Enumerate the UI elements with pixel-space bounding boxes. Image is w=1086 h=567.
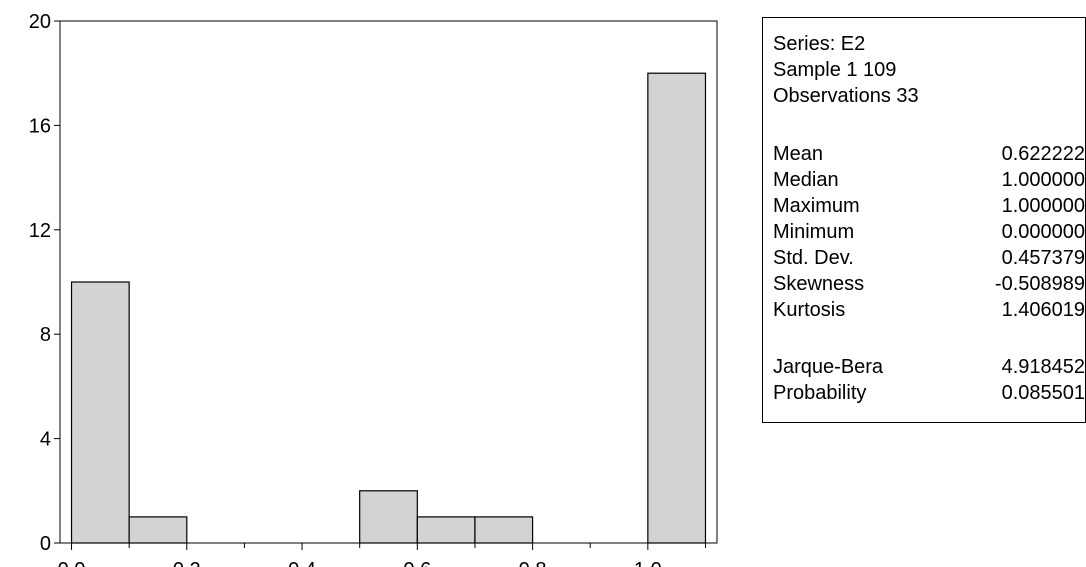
stat-row-skewness: Skewness -0.508989 (773, 273, 1085, 299)
series-name: Series: E2 (773, 33, 866, 55)
histogram-bar (416, 516, 476, 544)
stat-value: 1.406019 (1001, 299, 1085, 321)
plot-frame (59, 20, 718, 544)
statistics-panel: Series: E2 Sample 1 109 Observations 33 … (762, 17, 1086, 423)
stat-row-probability: Probability 0.085501 (773, 382, 1085, 408)
y-axis: 0 4 8 12 16 20 (29, 11, 60, 555)
histogram-chart: 0 4 8 12 16 20 0.0 0.2 0.4 0.6 0.8 1.0 (29, 11, 718, 567)
stat-value: 0.457379 (1001, 247, 1085, 269)
y-tick-label: 20 (29, 11, 51, 33)
stat-label: Minimum (773, 221, 855, 243)
histogram-bar (70, 281, 130, 544)
histogram-bar (474, 516, 534, 544)
histogram-bars (70, 72, 707, 544)
stat-label: Maximum (773, 195, 860, 217)
stat-row-std-dev: Std. Dev. 0.457379 (773, 247, 1085, 273)
stat-label: Skewness (773, 273, 865, 295)
x-tick-label: 0.2 (173, 559, 201, 567)
stat-label: Mean (773, 143, 824, 165)
stat-label: Median (773, 169, 839, 191)
stat-row-jarque-bera: Jarque-Bera 4.918452 (773, 356, 1085, 382)
histogram-bar (128, 516, 188, 544)
stat-value: -0.508989 (994, 273, 1085, 295)
y-tick-label: 0 (40, 533, 51, 555)
stat-value: 0.000000 (1001, 221, 1085, 243)
y-tick-label: 8 (40, 324, 51, 346)
stat-label: Std. Dev. (773, 247, 854, 269)
observations-count: Observations 33 (773, 85, 919, 107)
y-tick-label: 16 (29, 115, 51, 137)
stat-value: 4.918452 (1001, 356, 1085, 378)
x-tick-label: 1.0 (634, 559, 662, 567)
stat-label: Kurtosis (773, 299, 846, 321)
stat-row-minimum: Minimum 0.000000 (773, 221, 1085, 247)
histogram-bar (647, 72, 707, 544)
stat-value: 1.000000 (1001, 195, 1085, 217)
stat-value: 0.085501 (1001, 382, 1085, 404)
x-axis: 0.0 0.2 0.4 0.6 0.8 1.0 (58, 543, 706, 567)
stat-value: 1.000000 (1001, 169, 1085, 191)
sample-range: Sample 1 109 (773, 59, 897, 81)
stat-row-maximum: Maximum 1.000000 (773, 195, 1085, 221)
y-tick-label: 12 (29, 220, 51, 242)
stat-value: 0.622222 (1001, 143, 1085, 165)
x-tick-label: 0.8 (519, 559, 547, 567)
stat-label: Probability (773, 382, 867, 404)
stat-label: Jarque-Bera (773, 356, 884, 378)
x-tick-label: 0.6 (403, 559, 431, 567)
stat-row-mean: Mean 0.622222 (773, 143, 1085, 169)
x-tick-label: 0.0 (58, 559, 86, 567)
histogram-bar (359, 490, 418, 544)
x-tick-label: 0.4 (288, 559, 316, 567)
y-tick-label: 4 (40, 429, 51, 451)
stat-row-kurtosis: Kurtosis 1.406019 (773, 299, 1085, 325)
stat-row-median: Median 1.000000 (773, 169, 1085, 195)
